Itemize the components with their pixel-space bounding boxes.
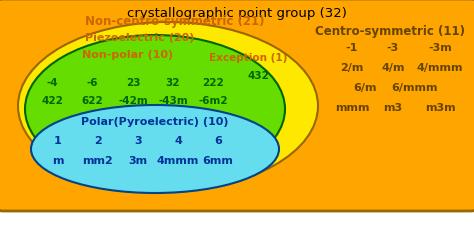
- Text: Non-centro-symmetric (21): Non-centro-symmetric (21): [85, 15, 265, 27]
- Text: 2/m: 2/m: [340, 63, 364, 73]
- Text: -3m: -3m: [428, 43, 452, 53]
- Text: -43m: -43m: [158, 96, 188, 106]
- Ellipse shape: [25, 35, 285, 183]
- Ellipse shape: [31, 105, 279, 193]
- Text: 6mm: 6mm: [202, 156, 233, 166]
- Text: m3m: m3m: [425, 103, 456, 113]
- Ellipse shape: [18, 22, 318, 190]
- Text: 6/m: 6/m: [353, 83, 377, 93]
- Text: 4/mmm: 4/mmm: [417, 63, 463, 73]
- Text: Non-polar (10): Non-polar (10): [82, 50, 173, 60]
- Text: m3: m3: [383, 103, 402, 113]
- Text: 3m: 3m: [128, 156, 147, 166]
- Text: -6m2: -6m2: [198, 96, 228, 106]
- Text: 2: 2: [94, 136, 102, 146]
- Text: Piezoelectric (20): Piezoelectric (20): [85, 33, 195, 43]
- Text: 622: 622: [81, 96, 103, 106]
- Text: Exception (1): Exception (1): [209, 53, 287, 63]
- Text: 6/mmm: 6/mmm: [392, 83, 438, 93]
- Text: crystallographic point group (32): crystallographic point group (32): [127, 6, 347, 19]
- Text: 4mmm: 4mmm: [157, 156, 199, 166]
- Text: 6: 6: [214, 136, 222, 146]
- Text: 4/m: 4/m: [381, 63, 405, 73]
- Text: mm2: mm2: [82, 156, 113, 166]
- Text: mmm: mmm: [335, 103, 369, 113]
- Text: Polar(Pyroelectric) (10): Polar(Pyroelectric) (10): [81, 117, 229, 127]
- Text: -3: -3: [387, 43, 399, 53]
- Text: 4: 4: [174, 136, 182, 146]
- Text: 23: 23: [126, 78, 140, 88]
- Text: -6: -6: [86, 78, 98, 88]
- Text: 1: 1: [54, 136, 62, 146]
- Text: 422: 422: [41, 96, 63, 106]
- Text: 222: 222: [202, 78, 224, 88]
- Text: 32: 32: [166, 78, 180, 88]
- Text: -1: -1: [346, 43, 358, 53]
- FancyBboxPatch shape: [0, 0, 474, 211]
- Text: -42m: -42m: [118, 96, 148, 106]
- Text: -4: -4: [46, 78, 58, 88]
- Text: 432: 432: [247, 71, 269, 81]
- Text: Centro-symmetric (11): Centro-symmetric (11): [315, 24, 465, 37]
- Text: 3: 3: [134, 136, 142, 146]
- Text: m: m: [52, 156, 64, 166]
